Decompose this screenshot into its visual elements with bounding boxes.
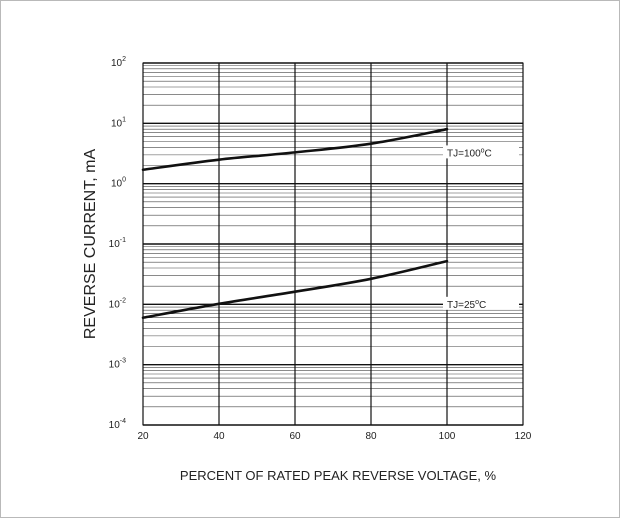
y-tick-label: 10-3 (109, 358, 126, 371)
y-axis-title: REVERSE CURRENT, mA (82, 149, 99, 340)
x-axis-title: PERCENT OF RATED PEAK REVERSE VOLTAGE, % (180, 468, 497, 483)
y-tick-label: 10-2 (109, 297, 126, 310)
series-line-tj25 (141, 259, 449, 320)
x-tick-label: 40 (213, 431, 225, 442)
x-tick-label: 120 (515, 431, 532, 442)
y-tick-label: 101 (111, 116, 126, 129)
y-tick-label: 10-4 (109, 418, 126, 431)
series-layer: TJ=100oC TJ=25oC (141, 127, 519, 320)
grid-layer (142, 62, 524, 426)
series-line-tj100 (141, 127, 449, 172)
x-tick-label: 80 (365, 431, 377, 442)
series-label-background (443, 296, 519, 310)
x-tick-label: 20 (137, 431, 149, 442)
tick-label-layer: 10-4 10-3 10-2 10-1 100 101 102 20 40 60 80 100 120 (109, 56, 532, 442)
x-tick-label: 100 (439, 431, 456, 442)
series-label-background (443, 145, 519, 159)
series-label-tj100: TJ=100oC (447, 147, 492, 159)
y-tick-label: 102 (111, 56, 126, 69)
y-tick-label: 100 (111, 177, 126, 190)
plot-border (142, 62, 524, 426)
y-tick-label: 10-1 (109, 237, 126, 250)
x-tick-label: 60 (289, 431, 301, 442)
series-label-tj25: TJ=25oC (447, 299, 486, 311)
